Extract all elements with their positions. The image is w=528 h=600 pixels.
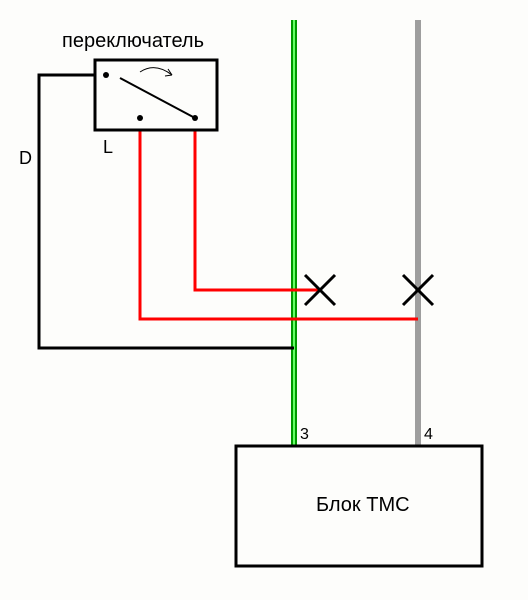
label-pin-3: 3	[300, 426, 309, 444]
label-pin-4: 4	[424, 426, 433, 444]
switch-title: переключатель	[62, 30, 204, 53]
red-wires	[140, 130, 418, 319]
wiring-diagram	[0, 0, 528, 600]
switch-box	[95, 60, 217, 130]
label-l: L	[103, 137, 113, 158]
label-d: D	[19, 148, 32, 169]
tmc-block-label: Блок ТМС	[316, 494, 410, 517]
